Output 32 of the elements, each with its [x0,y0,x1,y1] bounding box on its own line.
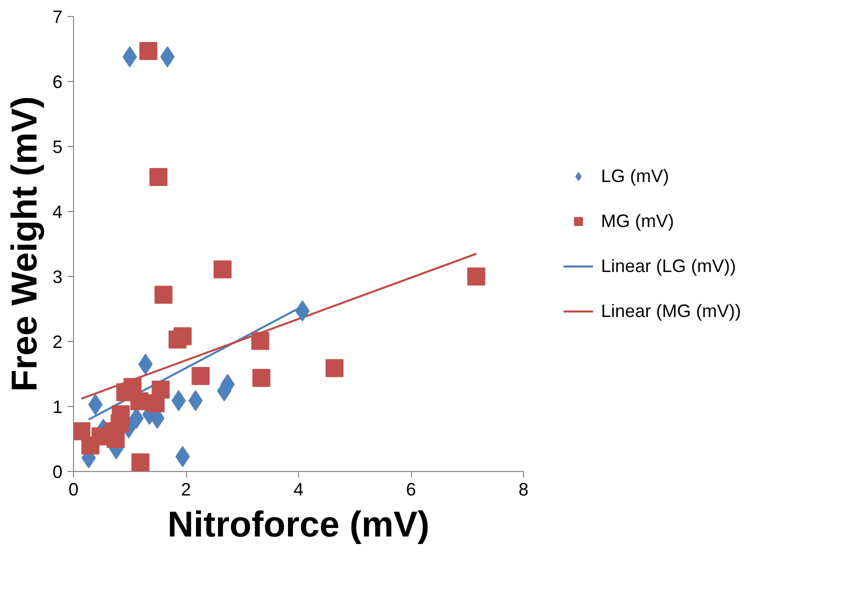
y-tick-label: 5 [52,137,63,157]
point [146,394,165,412]
point [192,366,210,385]
legend-label: Linear (MG (mV)) [601,300,742,322]
y-tick-label: 3 [52,267,63,287]
y-tick-label: 4 [52,202,63,222]
legend-label: MG (mV) [601,210,674,232]
point [174,327,192,346]
point [131,453,150,472]
point [252,368,270,387]
y-tick-label: 7 [52,7,63,27]
x-tick-label: 8 [518,480,529,500]
y-tick-label: 2 [52,332,63,352]
point [467,268,486,286]
x-tick-label: 6 [406,480,416,500]
x-tick-label: 2 [180,480,192,500]
point [251,332,270,350]
point [130,392,148,410]
y-axis-title: Free Weight (mV) [3,96,44,392]
x-tick-label: 0 [68,480,79,500]
x-axis-title: Nitroforce (mV) [167,504,430,544]
point [139,42,158,60]
y-tick-label: 0 [52,462,63,482]
x-tick-label: 4 [293,480,304,500]
y-tick-label: 6 [52,72,63,92]
point [214,260,232,278]
point [326,359,344,378]
point [149,168,168,186]
point [154,286,172,304]
legend-label: Linear (LG (mV)) [601,256,736,276]
legend-label: LG (mV) [601,166,670,186]
y-tick-label: 1 [52,397,63,417]
